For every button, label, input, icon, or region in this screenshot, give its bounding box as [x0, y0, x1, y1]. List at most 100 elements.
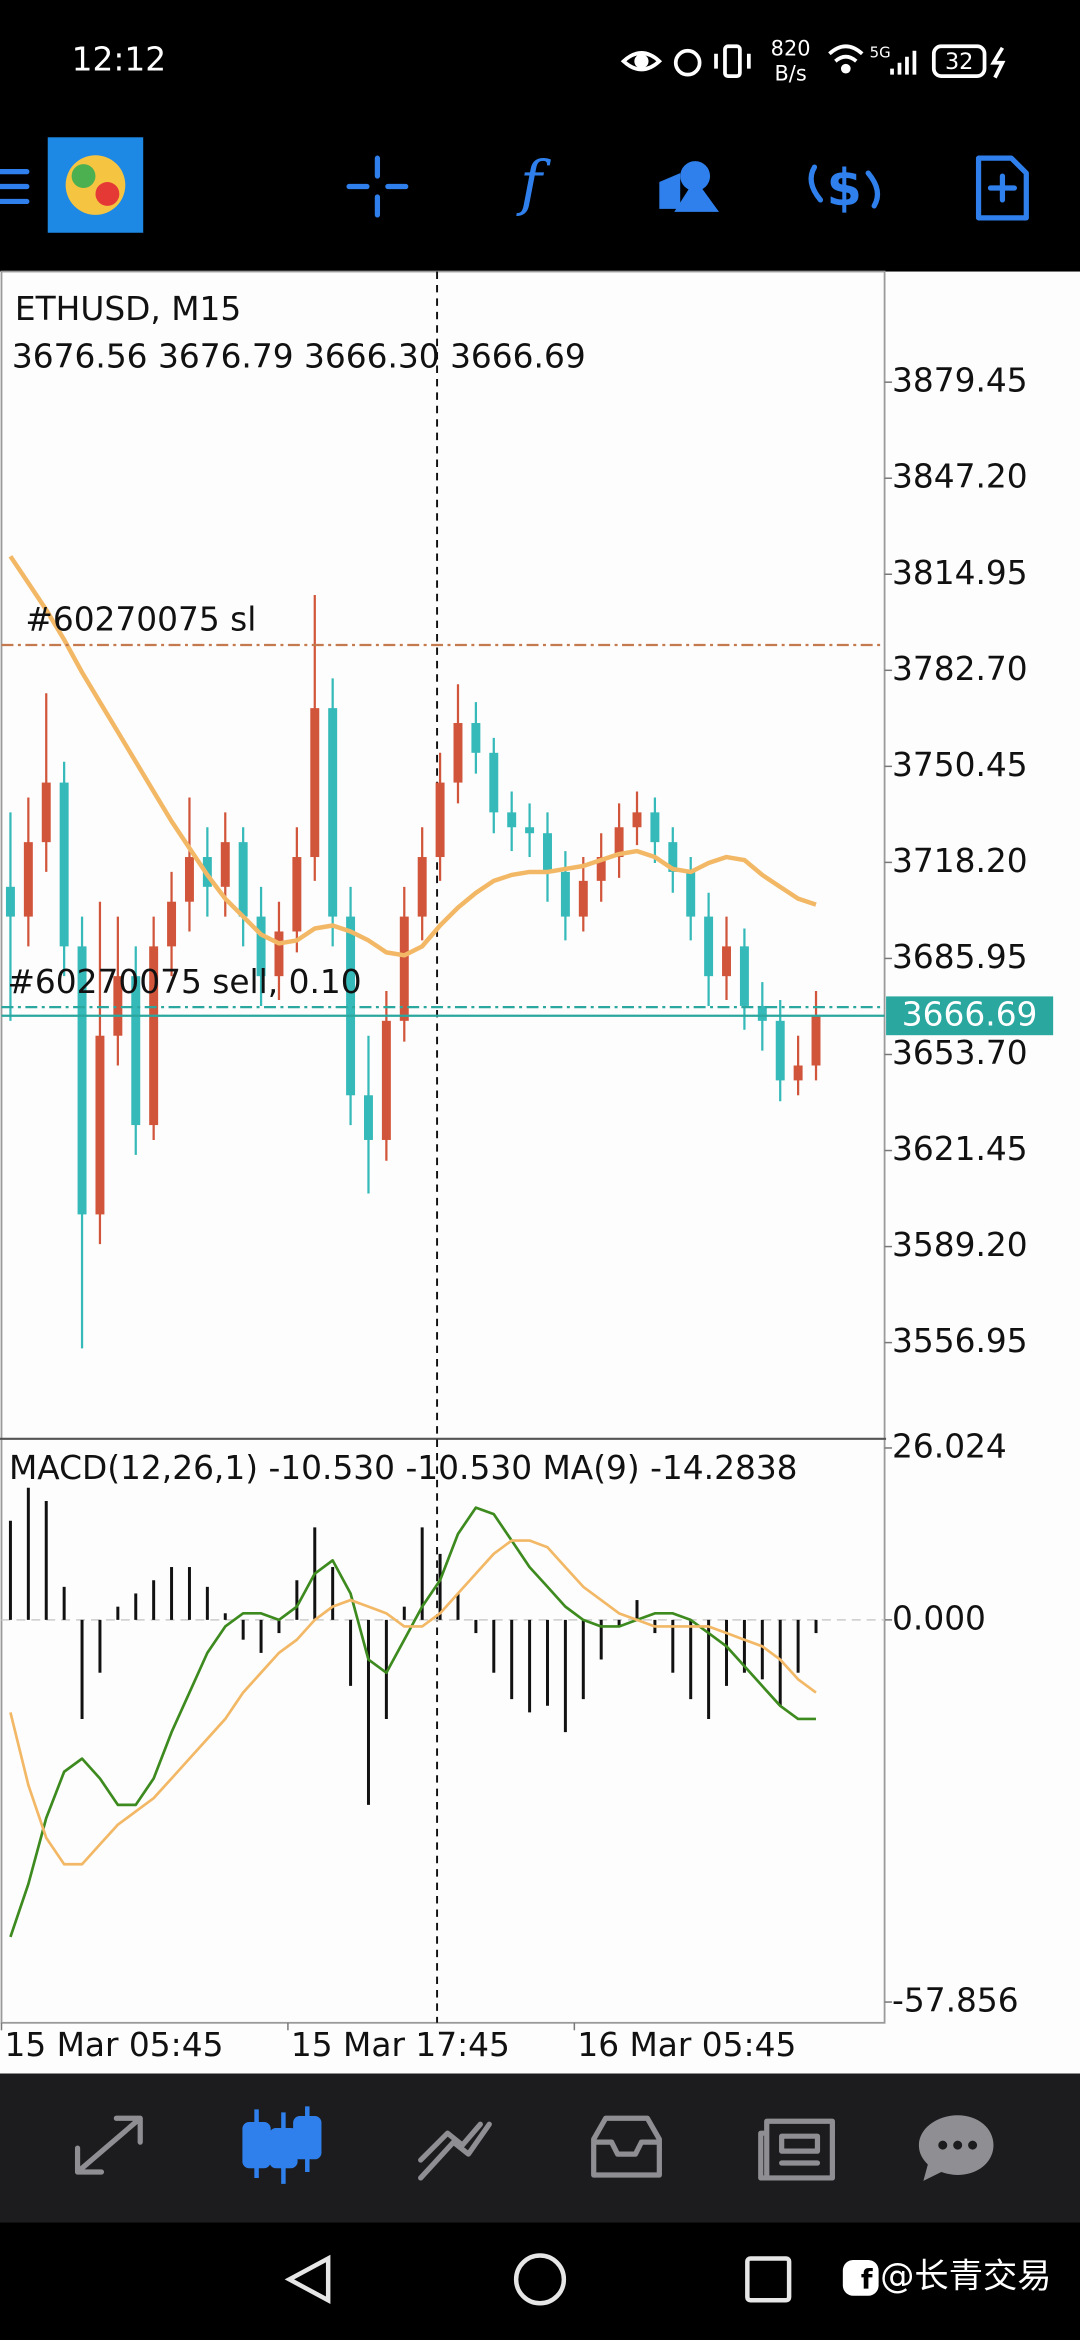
news-tab[interactable] [758, 2118, 835, 2181]
candle-body [775, 1020, 785, 1081]
home-button[interactable] [513, 2253, 567, 2306]
candle-body [435, 782, 445, 858]
candle-body [686, 871, 696, 917]
logo-dot-red [95, 182, 120, 206]
recents-button[interactable] [745, 2256, 792, 2303]
macd-line [9, 1506, 816, 1938]
candle-body [167, 901, 177, 947]
candle-body [489, 752, 499, 813]
candle-body [578, 880, 588, 917]
y-tick-label: 3879.45 [892, 362, 1028, 400]
y-tick-label: 3847.20 [892, 458, 1028, 496]
order-label: #60270075 sl [25, 601, 256, 639]
app-logo[interactable] [47, 137, 144, 233]
chat-dot [953, 2140, 963, 2150]
crosshair-button[interactable] [346, 155, 409, 218]
y-tick-label: 0.000 [892, 1599, 986, 1637]
chat-dot [938, 2140, 948, 2150]
shape-square [659, 173, 681, 209]
status-icons [620, 44, 1006, 79]
ohlc-readout: 3676.56 3676.79 3666.30 3666.69 [12, 338, 586, 376]
moving-average [8, 555, 817, 958]
candle-body [5, 886, 15, 917]
new-order-button[interactable] [975, 155, 1029, 221]
chat-dot [968, 2140, 978, 2150]
candle-body [811, 1015, 821, 1066]
candle-body [704, 916, 714, 977]
objects-button[interactable] [659, 161, 720, 212]
candle-body [310, 708, 320, 858]
trade-button[interactable]: $ [808, 158, 881, 217]
quotes-tab[interactable] [74, 2115, 143, 2175]
candle-body [149, 946, 159, 1126]
y-tick-label: 3814.95 [892, 554, 1028, 592]
chart-icon-body [242, 2122, 271, 2169]
candle-body [364, 1095, 373, 1140]
candle-body [346, 916, 356, 1096]
battery-icon [931, 44, 987, 78]
bottom-nav [0, 2073, 1080, 2223]
y-tick-label: 3589.20 [892, 1226, 1028, 1264]
candle-body [23, 842, 33, 917]
order-label: #60270075 sell, 0.10 [7, 963, 361, 1001]
candle-body [596, 857, 606, 881]
candle-body [274, 931, 284, 977]
candle-body [417, 857, 427, 917]
x-tick-label: 16 Mar 05:45 [577, 2026, 796, 2064]
candle-body [328, 708, 338, 917]
candle-body [722, 946, 731, 977]
trade-icon [418, 2121, 492, 2181]
y-tick-label: 3556.95 [892, 1322, 1028, 1360]
price-tag [886, 996, 1054, 1036]
y-tick-label: 3782.70 [892, 650, 1028, 688]
menu-button[interactable] [0, 168, 30, 205]
shape-triangle [674, 179, 720, 212]
x-tick-label: 15 Mar 05:45 [4, 2026, 223, 2064]
wifi-icon [828, 44, 864, 63]
system-nav [0, 2222, 1080, 2340]
logo-dot-green [71, 164, 96, 189]
chart-icon-body [293, 2116, 322, 2160]
candle-body [113, 976, 123, 1036]
chart-background [0, 271, 1080, 2074]
candle-body [256, 916, 266, 977]
candle-body [614, 827, 624, 858]
candle-body [453, 723, 463, 783]
history-tab[interactable] [591, 2115, 662, 2178]
price-tag-label: 3666.69 [902, 995, 1038, 1033]
quotes-icon [74, 2115, 143, 2175]
battery-level: 32 [945, 49, 973, 75]
macd-line [9, 1539, 817, 1866]
candle-body [95, 1035, 105, 1215]
chart-icon-body [269, 2127, 298, 2169]
indicator-title: MACD(12,26,1) -10.530 -10.530 MA(9) -14.… [9, 1449, 798, 1487]
news-icon [758, 2118, 835, 2181]
plot-border [0, 270, 886, 2024]
candle-body [525, 827, 535, 834]
trade-tab[interactable] [418, 2121, 492, 2181]
y-tick-label: 3750.45 [892, 746, 1028, 784]
net-unit: B/s [774, 62, 806, 86]
chart-tab[interactable] [242, 2106, 322, 2184]
candle-body [793, 1065, 803, 1081]
candle-body [471, 723, 481, 753]
back-button[interactable] [284, 2254, 331, 2305]
watermark-logo-letter: f [861, 2264, 873, 2295]
plot: ETHUSD, M15 3676.56 3676.79 3666.30 3666.… [0, 290, 1054, 2064]
shape-circle [680, 161, 711, 191]
candle-body [739, 946, 749, 1006]
dollar-icon: $ [827, 158, 862, 217]
candle-body [632, 812, 642, 828]
doc-plus [987, 173, 1017, 203]
net-speed: 820 [771, 36, 811, 60]
clock: 12:12 [72, 41, 167, 79]
candle-body [650, 812, 660, 843]
candle-body [399, 916, 409, 1021]
vibrate-waves [714, 53, 751, 69]
candle-body [184, 857, 194, 902]
candle-body [238, 842, 248, 917]
candle-body [507, 812, 517, 828]
chat-tab[interactable] [918, 2115, 994, 2181]
